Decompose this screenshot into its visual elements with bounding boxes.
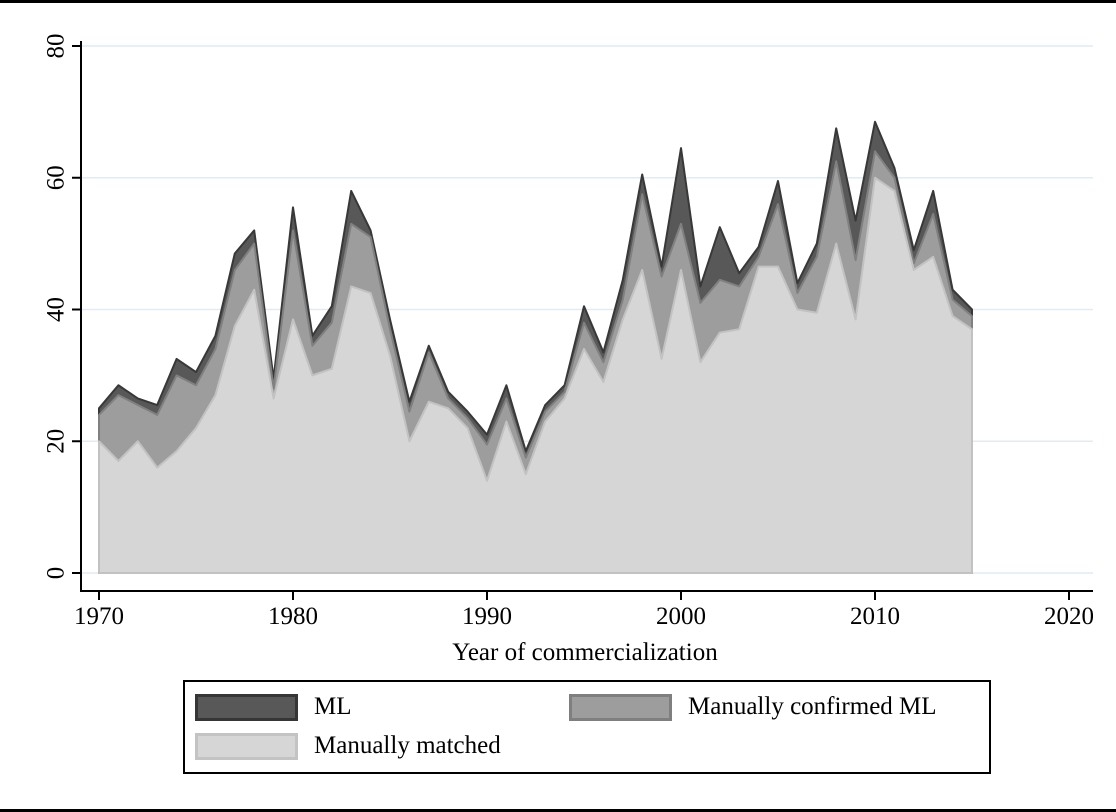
legend-item-ml: ML <box>195 693 352 721</box>
x-tick-label: 1970 <box>74 603 124 630</box>
y-tick-label: 80 <box>43 34 70 59</box>
x-axis-title: Year of commercialization <box>452 639 718 666</box>
y-tick-label: 40 <box>43 297 70 322</box>
x-tick-label: 1990 <box>462 603 512 630</box>
legend-label-ml: ML <box>314 693 352 720</box>
legend-item-manually-matched: Manually matched <box>195 732 501 760</box>
legend-swatch-manually-confirmed-ml <box>569 693 672 721</box>
y-tick-label: 60 <box>43 165 70 190</box>
x-tick-label: 2020 <box>1044 603 1094 630</box>
x-tick-label: 2000 <box>656 603 706 630</box>
x-tick-label: 1980 <box>268 603 318 630</box>
legend-swatch-manually-matched <box>195 732 298 760</box>
y-tick-label: 20 <box>43 429 70 454</box>
y-tick-label: 0 <box>43 567 70 580</box>
legend-item-manually-confirmed-ml: Manually confirmed ML <box>569 693 937 721</box>
legend-label-manually-confirmed-ml: Manually confirmed ML <box>688 693 937 720</box>
legend-label-manually-matched: Manually matched <box>314 732 501 759</box>
x-tick-label: 2010 <box>850 603 900 630</box>
chart-canvas: 0 20 40 60 80 1970 1980 1990 2000 2010 2020 <box>43 34 1094 631</box>
area-manually-matched <box>98 176 973 574</box>
legend: ML Manually confirmed ML Manually matche… <box>183 680 991 774</box>
legend-swatch-ml <box>195 693 298 721</box>
